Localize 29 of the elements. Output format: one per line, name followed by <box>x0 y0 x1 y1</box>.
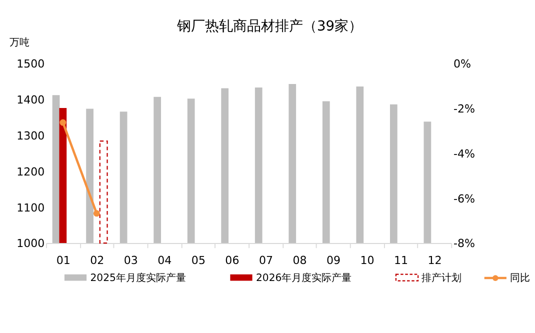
x-tick-label: 01 <box>56 254 70 267</box>
legend-label: 2026年月度实际产量 <box>256 272 352 284</box>
x-tick-label: 03 <box>124 254 138 267</box>
y2-tick-label: 0% <box>454 58 472 71</box>
x-tick-label: 06 <box>225 254 240 267</box>
legend-label: 2025年月度实际产量 <box>90 272 186 284</box>
y2-tick-label: -6% <box>454 192 475 206</box>
x-tick-label: 02 <box>90 254 104 267</box>
y-tick-label: 1000 <box>16 237 45 250</box>
x-tick-label: 12 <box>428 254 442 267</box>
y-tick-label: 1500 <box>16 58 45 71</box>
y2-tick-label: -2% <box>454 102 475 116</box>
x-tick-label: 11 <box>394 254 408 267</box>
y-tick-label: 1100 <box>16 201 45 214</box>
x-tick-label: 05 <box>191 254 206 267</box>
legend-label: 同比 <box>510 272 530 284</box>
x-tick-label: 10 <box>360 254 374 267</box>
x-tick-label: 04 <box>158 254 172 267</box>
chart-title: 钢厂热轧商品材排产（39家） <box>176 18 363 34</box>
y2-tick-label: -4% <box>454 147 475 160</box>
legend-label: 排产计划 <box>422 272 462 284</box>
y-tick-label: 1300 <box>16 129 45 142</box>
y2-tick-label: -8% <box>454 237 475 250</box>
y-tick-label: 1200 <box>16 165 45 178</box>
x-tick-label: 08 <box>292 254 307 267</box>
y-axis-title: 万吨 <box>10 36 30 49</box>
x-tick-label: 09 <box>326 254 341 267</box>
x-tick-label: 07 <box>258 254 273 267</box>
y-tick-label: 1400 <box>16 94 45 107</box>
